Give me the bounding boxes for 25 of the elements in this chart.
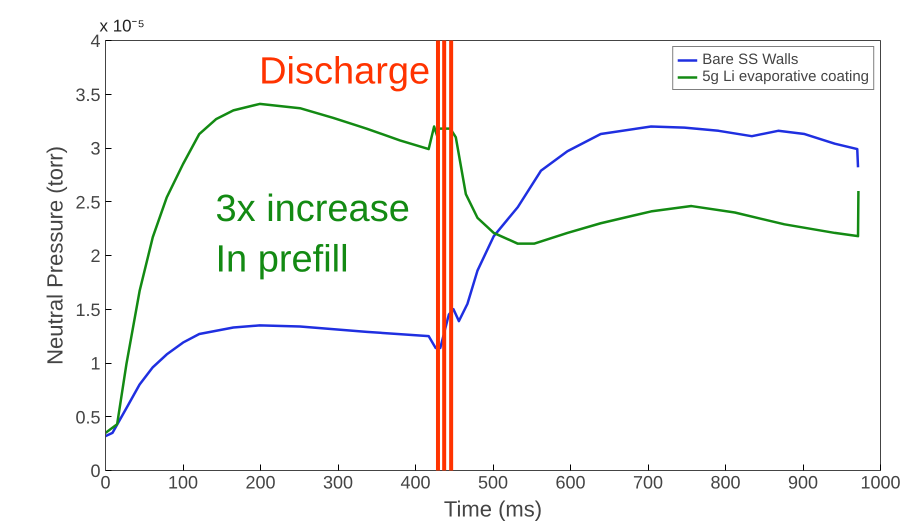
x-tick-label: 900 xyxy=(788,472,818,492)
legend-label: 5g Li evaporative coating xyxy=(702,68,869,85)
x-tick-label: 300 xyxy=(322,472,354,492)
x-tick-label: 100 xyxy=(168,472,198,492)
x-tick-label: 200 xyxy=(245,472,276,492)
legend-label: Bare SS Walls xyxy=(702,51,798,68)
annotation: 3x increase In prefill xyxy=(216,188,410,280)
x-tick-label: 400 xyxy=(400,472,431,492)
y-tick-label: 0.5 xyxy=(75,407,101,428)
y-tick-label: 3.5 xyxy=(75,84,101,105)
text: x 10⁻⁵ xyxy=(100,16,145,36)
x-tick-label: 500 xyxy=(478,472,508,492)
x-tick-label: 600 xyxy=(555,472,586,492)
x-tick-label: 1000 xyxy=(860,472,901,492)
y-tick-label: 2 xyxy=(90,246,101,266)
x-tick-label: 800 xyxy=(710,472,741,492)
ref-line-label: Discharge xyxy=(259,50,430,92)
y-tick-label: 1.5 xyxy=(75,300,101,320)
y-tick-label: 4 xyxy=(90,31,101,51)
y-tick-label: 2.5 xyxy=(75,192,101,212)
y-tick-label: 3 xyxy=(90,138,101,158)
y-axis-title: Neutral Pressure (torr) xyxy=(42,146,68,365)
x-axis-title: Time (ms) xyxy=(444,496,542,522)
y-tick-label: 1 xyxy=(90,354,101,374)
x-tick-label: 700 xyxy=(632,472,664,492)
